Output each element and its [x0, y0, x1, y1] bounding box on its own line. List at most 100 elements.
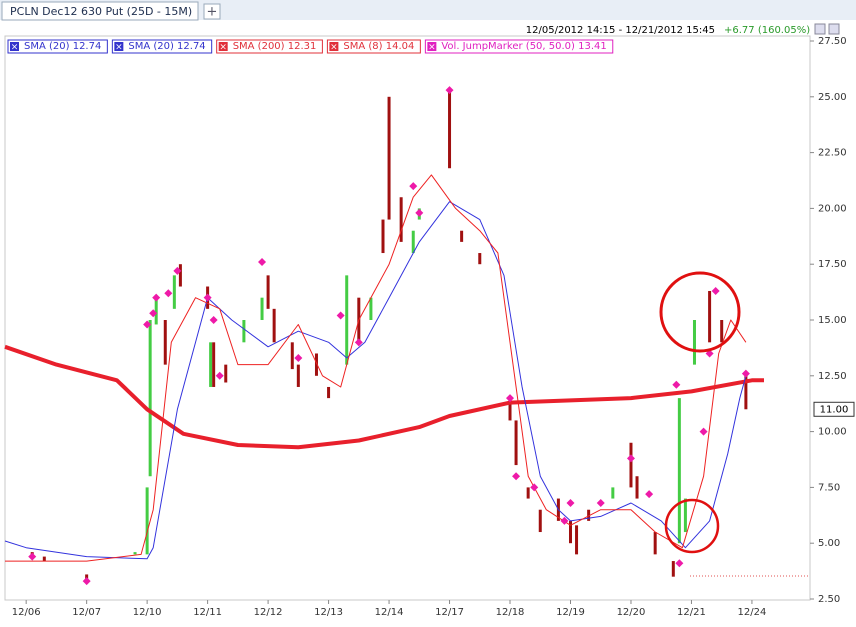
jump-marker [173, 266, 182, 275]
legend-box [424, 39, 614, 54]
candle [154, 297, 158, 325]
jump-marker [258, 257, 267, 266]
candle [568, 520, 572, 544]
candle [242, 320, 246, 343]
indicator-line [4, 344, 764, 450]
y-tick-label: 20.00 [818, 203, 847, 214]
add-tab-icon: + [207, 5, 218, 20]
jump-marker [672, 380, 681, 389]
candle [677, 398, 681, 544]
y-tick-label: 22.50 [818, 148, 847, 159]
jump-marker [354, 338, 363, 347]
zoom-button[interactable] [828, 23, 840, 35]
legend-box [326, 39, 421, 54]
candle [538, 509, 542, 533]
candle [369, 297, 373, 320]
legend-label: SMA (200) 12.31 [233, 41, 317, 52]
legend-close[interactable] [427, 42, 437, 51]
jump-marker [209, 316, 218, 324]
last-price-label: 11.00 [820, 404, 849, 415]
candle [635, 476, 639, 499]
jump-marker [336, 311, 345, 320]
legend-close[interactable] [329, 42, 339, 51]
legend-label: SMA (20) 12.74 [128, 41, 205, 52]
y-tick-label: 12.50 [818, 371, 847, 382]
tab[interactable] [1, 1, 199, 21]
zoom-button[interactable] [814, 23, 826, 35]
candle [178, 264, 182, 287]
jump-marker [530, 483, 539, 492]
y-tick-label: 5.00 [818, 538, 840, 549]
candle [345, 275, 349, 365]
candle [224, 364, 228, 383]
range-text: 12/05/2012 14:15 - 12/21/2012 15:45 [526, 25, 715, 36]
jump-marker [415, 208, 424, 217]
candle [387, 96, 391, 220]
y-tick-label: 17.50 [818, 259, 847, 270]
candle [611, 487, 615, 499]
candle [683, 498, 687, 533]
candle [460, 230, 464, 242]
legend-label: SMA (20) 12.74 [24, 41, 101, 52]
annotation-circle [664, 498, 720, 554]
x-tick-label: 12/21 [677, 607, 706, 618]
jump-marker [512, 472, 521, 481]
legend-close[interactable] [218, 42, 228, 51]
y-tick-label: 7.50 [818, 482, 840, 493]
jump-marker [294, 353, 303, 362]
candle [212, 342, 216, 387]
jump-marker [215, 371, 224, 380]
x-tick-label: 12/18 [496, 607, 525, 618]
x-tick-label: 12/10 [133, 607, 162, 618]
x-tick-label: 12/14 [375, 607, 404, 618]
candle [381, 219, 385, 254]
jump-marker [675, 559, 684, 568]
y-tick-label: 15.00 [818, 315, 847, 326]
legend-close-x: × [115, 43, 123, 53]
candle [314, 353, 318, 376]
legend: SMA (20) 12.74 × SMA (20) 12.74 × SMA (200) … [7, 39, 614, 54]
legend-close-x: × [11, 43, 19, 53]
x-tick-label: 12/07 [72, 607, 101, 618]
jump-marker [741, 369, 750, 378]
plot-frame [4, 35, 811, 601]
jump-marker [164, 289, 173, 298]
candle [290, 342, 294, 370]
candle [448, 90, 452, 169]
legend-box [216, 39, 323, 54]
jump-marker [506, 394, 515, 403]
candle [209, 342, 213, 387]
x-tick-label: 12/17 [435, 607, 464, 618]
candle [587, 509, 591, 521]
candle [163, 320, 167, 365]
candle [411, 230, 415, 254]
candle [296, 364, 300, 387]
add-tab[interactable] [203, 3, 221, 20]
legend-box [7, 39, 108, 54]
candle [42, 556, 46, 562]
legend-close-x: × [219, 43, 227, 53]
jump-marker [143, 320, 152, 329]
indicator-line [5, 174, 747, 562]
x-tick-label: 12/20 [617, 607, 646, 618]
candle [399, 197, 403, 242]
legend-box [111, 39, 213, 54]
candle [526, 487, 530, 499]
jump-marker [82, 577, 91, 586]
annotation-circle [659, 271, 741, 353]
x-tick-label: 12/11 [193, 607, 222, 618]
legend-close[interactable] [114, 42, 124, 51]
candle [327, 386, 331, 399]
legend-close[interactable] [10, 42, 19, 51]
jump-marker [560, 516, 569, 525]
tab-title: PCLN Dec12 630 Put (25D - 15M) [10, 5, 192, 18]
candle [653, 532, 657, 555]
jump-marker [645, 490, 654, 499]
jump-marker [699, 427, 708, 436]
jump-marker [409, 182, 418, 191]
legend-close-x: × [330, 43, 338, 53]
y-tick-label: 25.00 [818, 92, 847, 103]
y-tick-label: 27.50 [818, 36, 847, 47]
